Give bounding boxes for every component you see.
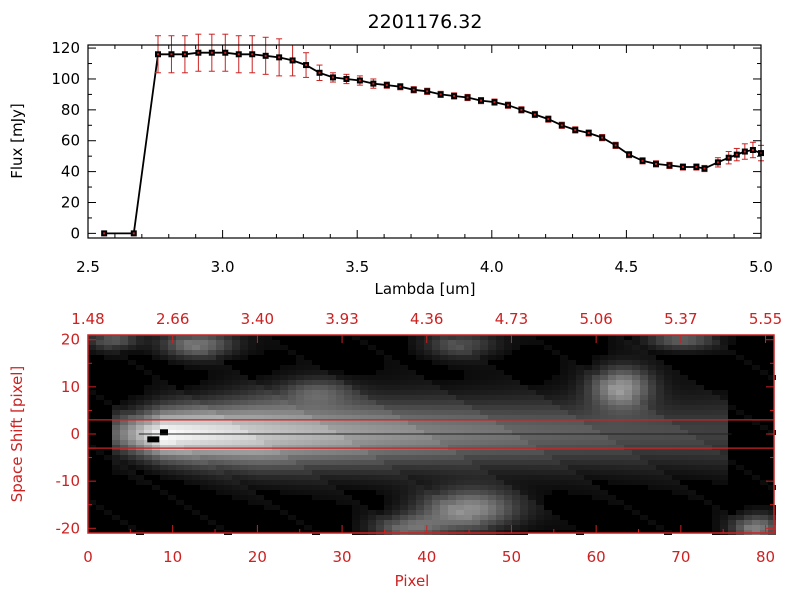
chart-title: 2201176.32 <box>368 11 483 33</box>
spectrum-y-tick-label: 0 <box>70 224 80 242</box>
image-x-tick-label: 60 <box>587 548 606 566</box>
image-x-tick-label: 70 <box>671 548 690 566</box>
spectrum-y-axis-label: Flux [mJy] <box>8 103 26 179</box>
image-x-tick-label: 20 <box>248 548 267 566</box>
image-top-tick-label: 5.06 <box>579 310 612 328</box>
image-top-tick-label: 2.66 <box>156 310 189 328</box>
spectrum-y-tick-label: 80 <box>61 101 80 119</box>
spectrum-line <box>104 51 762 235</box>
image-y-tick-label: -20 <box>56 519 81 537</box>
spectrum-x-axis-label: Lambda [um] <box>375 280 476 298</box>
spectrum-x-tick-label: 5.0 <box>749 258 773 276</box>
spectrum-ticks: 2.5 3.0 3.5 4.0 4.5 5.0 0 20 40 60 80 100 120 <box>51 39 773 276</box>
spectrum-y-tick-label: 120 <box>51 39 80 57</box>
image-x-tick-label: 0 <box>83 548 93 566</box>
image-x-tick-label: 30 <box>333 548 352 566</box>
spectrum-plot-frame <box>87 44 762 239</box>
image-top-tick-label: 4.73 <box>495 310 528 328</box>
image-panel: 0 10 20 30 40 50 60 70 80 1.48 2.66 3.40 3.93 4.36 4.7… <box>8 310 782 590</box>
image-y-tick-label: -10 <box>56 472 81 490</box>
spectrum-y-tick-label: 40 <box>61 163 80 181</box>
image-y-tick-label: 20 <box>61 331 80 349</box>
image-x-tick-label: 50 <box>502 548 521 566</box>
image-top-tick-label: 1.48 <box>71 310 104 328</box>
spectrum-x-tick-label: 4.5 <box>614 258 638 276</box>
spectrum-marks <box>101 33 764 237</box>
image-ticks: 0 10 20 30 40 50 60 70 80 1.48 2.66 3.40 3.93 4.36 4.7… <box>56 310 783 566</box>
image-top-tick-label: 5.55 <box>749 310 782 328</box>
spectrum-y-tick-label: 100 <box>51 70 80 88</box>
image-y-axis-label: Space Shift [pixel] <box>8 366 26 503</box>
spectral-image <box>88 335 776 535</box>
image-top-tick-label: 3.93 <box>325 310 358 328</box>
image-top-tick-label: 3.40 <box>241 310 274 328</box>
image-x-tick-label: 40 <box>417 548 436 566</box>
spectrum-x-tick-label: 2.5 <box>76 258 100 276</box>
image-top-tick-label: 4.36 <box>410 310 443 328</box>
image-y-tick-label: 0 <box>70 425 80 443</box>
image-y-tick-label: 10 <box>61 378 80 396</box>
spectrum-panel: 2201176.32 2.5 3.0 3.5 4.0 4.5 5.0 0 20 40 60 80 10… <box>8 11 773 298</box>
trace-core <box>147 436 160 443</box>
spectrum-y-tick-label: 60 <box>61 132 80 150</box>
image-x-tick-label: 10 <box>163 548 182 566</box>
image-x-axis-label: Pixel <box>395 572 430 590</box>
spectrum-x-tick-label: 4.0 <box>480 258 504 276</box>
image-x-tick-label: 80 <box>756 548 775 566</box>
image-top-tick-label: 5.37 <box>664 310 697 328</box>
spectrum-y-tick-label: 20 <box>61 193 80 211</box>
spectrum-x-tick-label: 3.0 <box>211 258 235 276</box>
spectrum-x-tick-label: 3.5 <box>345 258 369 276</box>
extraction-window-lines <box>88 419 774 449</box>
